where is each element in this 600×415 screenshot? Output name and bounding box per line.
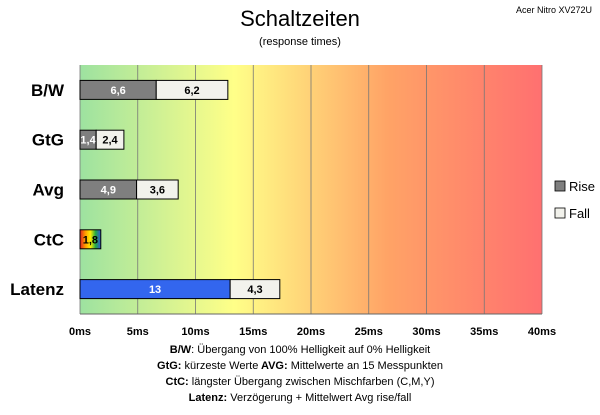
x-tick-label: 25ms <box>355 326 383 338</box>
category-label: GtG <box>32 131 64 150</box>
bar-fall-label: 4,3 <box>247 284 262 296</box>
x-axis-ticks: 0ms 5ms 10ms 15ms 20ms 25ms 30ms 35ms 40ms <box>69 326 556 338</box>
category-label: CtC <box>34 230 64 249</box>
chart-subtitle: (response times) <box>259 36 341 48</box>
bar-fall <box>95 129 125 150</box>
bar-fall <box>229 279 281 300</box>
chart-title: Schaltzeiten <box>240 6 360 31</box>
monitor-model: Acer Nitro XV272U <box>516 5 592 15</box>
bar-rise <box>79 229 102 250</box>
x-tick-label: 15ms <box>239 326 267 338</box>
category-labels: B/W GtG Avg CtC Latenz <box>10 81 65 299</box>
category-label: B/W <box>31 81 65 100</box>
bar-rise-label: 4,9 <box>101 185 116 197</box>
footnote-line: CtC: längster Übergang zwischen Mischfar… <box>166 376 435 388</box>
category-label: Avg <box>33 181 65 200</box>
bar-fall <box>155 79 229 100</box>
legend-label-rise: Rise <box>569 179 595 194</box>
legend: Rise Fall <box>554 179 595 221</box>
bar-fall-label: 3,6 <box>150 185 165 197</box>
legend-swatch-fall <box>554 207 566 219</box>
legend-label-fall: Fall <box>569 206 590 221</box>
bars: 6,6 6,2 1,4 2,4 4,9 3,6 1,8 13 4,3 <box>79 79 281 300</box>
legend-swatch-rise <box>554 180 566 192</box>
footnotes: B/W: Übergang von 100% Helligkeit auf 0%… <box>157 344 443 404</box>
footnote-line: GtG: kürzeste Werte AVG: Mittelwerte an … <box>157 360 443 372</box>
bar-rise-label: 13 <box>149 284 161 296</box>
bar-rise-label: 1,4 <box>80 135 96 147</box>
bar-rise-label: 1,8 <box>83 234 98 246</box>
bar-fall-label: 6,2 <box>184 85 199 97</box>
bar-rise-label: 6,6 <box>110 85 125 97</box>
bar-fall <box>136 179 179 200</box>
x-tick-label: 40ms <box>528 326 556 338</box>
footnote-line: B/W: Übergang von 100% Helligkeit auf 0%… <box>170 344 430 356</box>
x-tick-label: 0ms <box>69 326 91 338</box>
x-tick-label: 20ms <box>297 326 325 338</box>
category-label: Latenz <box>10 280 64 299</box>
x-tick-label: 10ms <box>181 326 209 338</box>
x-tick-label: 35ms <box>470 326 498 338</box>
x-tick-label: 5ms <box>127 326 149 338</box>
bar-fall-label: 2,4 <box>102 135 118 147</box>
footnote-line: Latenz: Verzögerung + Mittelwert Avg ris… <box>189 392 412 404</box>
x-tick-label: 30ms <box>412 326 440 338</box>
